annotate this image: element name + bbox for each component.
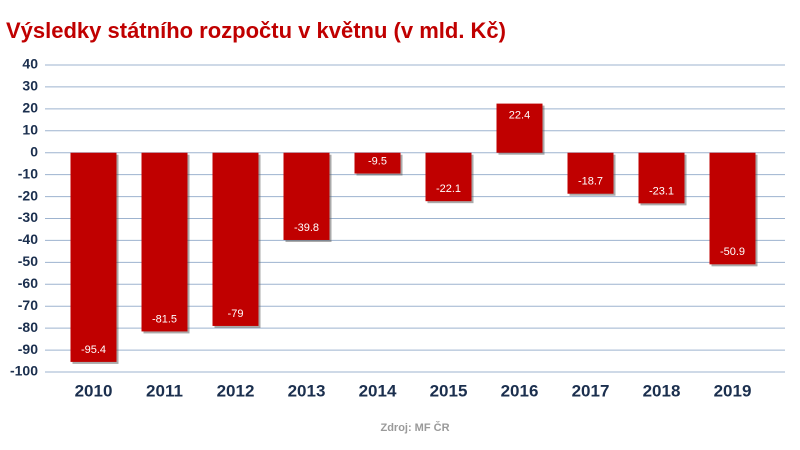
value-label: -9.5 xyxy=(368,155,387,167)
y-tick-label: -30 xyxy=(18,209,38,225)
y-tick-label: -40 xyxy=(18,231,38,247)
x-tick-label: 2017 xyxy=(572,381,610,400)
x-tick-label: 2010 xyxy=(75,381,113,400)
value-label: -18.7 xyxy=(578,176,603,188)
value-label: -95.4 xyxy=(81,344,106,356)
value-label: 22.4 xyxy=(509,110,530,122)
y-tick-label: -20 xyxy=(18,187,38,203)
bar xyxy=(638,152,685,204)
bar xyxy=(567,152,614,194)
value-label: -22.1 xyxy=(436,183,461,195)
y-tick-label: 0 xyxy=(30,143,38,159)
y-tick-label: -50 xyxy=(18,253,38,269)
y-tick-label: -10 xyxy=(18,165,38,181)
chart-title: Výsledky státního rozpočtu v květnu (v m… xyxy=(6,18,506,43)
bar xyxy=(141,152,188,332)
bar xyxy=(283,152,330,240)
source-note: Zdroj: MF ČR xyxy=(380,421,449,434)
value-label: -23.1 xyxy=(649,185,674,197)
y-tick-label: 40 xyxy=(22,56,38,72)
x-tick-label: 2018 xyxy=(643,381,681,400)
x-tick-label: 2013 xyxy=(288,381,326,400)
value-label: -50.9 xyxy=(720,246,745,258)
y-tick-label: 20 xyxy=(22,100,38,116)
bar xyxy=(212,152,259,326)
bar xyxy=(425,152,472,202)
y-tick-label: -60 xyxy=(18,275,38,291)
y-tick-label: -90 xyxy=(18,341,38,357)
value-label: -39.8 xyxy=(294,222,319,234)
x-tick-label: 2016 xyxy=(501,381,539,400)
x-tick-label: 2014 xyxy=(359,381,397,400)
bar xyxy=(709,152,756,265)
y-tick-label: -70 xyxy=(18,297,38,313)
x-tick-label: 2012 xyxy=(217,381,255,400)
value-label: -81.5 xyxy=(152,313,177,325)
bar xyxy=(70,152,117,362)
bar xyxy=(354,152,401,174)
y-tick-label: -100 xyxy=(10,363,38,379)
value-label: -79 xyxy=(228,308,244,320)
bar xyxy=(496,103,543,153)
y-tick-label: -80 xyxy=(18,319,38,335)
y-tick-label: 10 xyxy=(22,121,38,137)
y-tick-label: 30 xyxy=(22,78,38,94)
x-tick-label: 2011 xyxy=(146,381,183,400)
x-tick-label: 2019 xyxy=(714,381,752,400)
x-tick-label: 2015 xyxy=(430,381,468,400)
